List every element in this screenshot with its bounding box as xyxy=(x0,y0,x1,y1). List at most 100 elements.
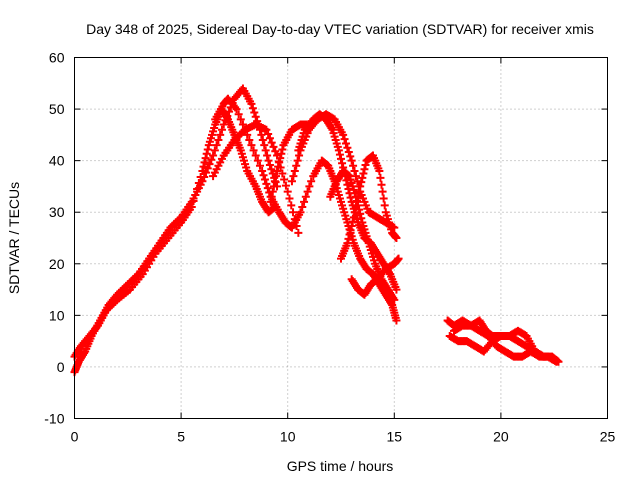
data-point xyxy=(241,125,250,134)
data-point xyxy=(285,194,294,203)
data-point xyxy=(392,285,401,294)
data-point xyxy=(356,182,365,191)
data-point xyxy=(358,173,367,182)
data-point xyxy=(289,208,298,217)
data-point xyxy=(243,130,252,139)
data-point xyxy=(346,152,355,161)
data-point xyxy=(307,177,316,186)
data-point xyxy=(210,146,219,155)
data-point xyxy=(260,175,269,184)
data-point xyxy=(250,108,259,117)
data-point xyxy=(198,166,207,175)
data-point xyxy=(346,226,355,235)
data-point xyxy=(200,158,209,167)
data-point xyxy=(377,180,386,189)
data-point xyxy=(251,112,260,121)
data-point xyxy=(335,150,344,159)
data-points xyxy=(70,84,563,377)
y-tick-label: 40 xyxy=(49,153,65,169)
data-point xyxy=(337,154,345,163)
x-tick-label: 25 xyxy=(600,429,616,445)
data-point xyxy=(379,194,388,203)
data-point xyxy=(271,172,280,181)
data-point xyxy=(275,158,284,167)
data-point xyxy=(349,161,358,170)
data-point xyxy=(257,130,266,139)
data-point xyxy=(265,134,274,143)
data-point xyxy=(268,187,277,196)
data-point xyxy=(283,187,292,196)
data-point xyxy=(269,142,278,151)
data-point xyxy=(340,135,349,144)
data-point xyxy=(269,182,278,191)
data-point xyxy=(255,161,264,170)
data-point xyxy=(273,166,282,175)
data-point xyxy=(251,151,260,160)
data-point xyxy=(355,187,364,196)
data-point xyxy=(258,136,267,145)
data-point xyxy=(292,161,301,170)
data-point xyxy=(552,357,561,366)
y-axis-label: SDTVAR / TECUs xyxy=(6,182,22,294)
data-point xyxy=(343,143,352,152)
data-point xyxy=(261,146,270,155)
data-point xyxy=(334,146,343,155)
x-tick-labels: 0 5 10 15 20 25 xyxy=(71,429,616,445)
data-point xyxy=(294,228,303,237)
data-point xyxy=(352,197,361,206)
data-point xyxy=(205,160,214,169)
data-point xyxy=(341,139,350,148)
data-point xyxy=(301,192,310,201)
data-point xyxy=(305,182,314,191)
data-point xyxy=(207,155,216,164)
data-point xyxy=(300,197,309,206)
data-point xyxy=(343,180,352,189)
data-point xyxy=(217,125,226,134)
data-point xyxy=(259,171,268,180)
data-point xyxy=(202,149,211,158)
data-point xyxy=(359,169,368,178)
data-point xyxy=(343,239,352,248)
data-point xyxy=(267,165,276,174)
data-point xyxy=(394,254,403,263)
data-point xyxy=(277,149,286,158)
data-point xyxy=(344,148,353,157)
data-point xyxy=(281,181,290,190)
data-point xyxy=(203,164,212,173)
data-point xyxy=(247,141,256,150)
data-point xyxy=(380,201,389,210)
data-point xyxy=(392,316,401,325)
data-point xyxy=(339,130,348,139)
y-tick-label: 30 xyxy=(49,204,65,220)
x-tick-label: 20 xyxy=(493,429,509,445)
data-point xyxy=(245,136,254,145)
y-tick-label: -10 xyxy=(44,411,64,427)
data-point xyxy=(234,110,243,119)
data-point xyxy=(344,234,353,243)
series-arc-4 xyxy=(211,94,316,232)
data-point xyxy=(199,162,208,171)
data-point xyxy=(236,115,245,124)
data-point xyxy=(238,120,247,129)
data-point xyxy=(189,197,198,206)
series-arc-2 xyxy=(70,105,279,361)
data-point xyxy=(287,177,296,186)
data-point xyxy=(351,203,360,212)
y-tick-label: 10 xyxy=(49,307,65,323)
data-point xyxy=(248,104,257,113)
data-point xyxy=(203,145,212,154)
data-point xyxy=(375,166,384,175)
series-arc-14 xyxy=(449,321,561,366)
data-point xyxy=(196,172,205,181)
data-point xyxy=(274,162,283,171)
data-point xyxy=(201,154,210,163)
data-point xyxy=(289,172,298,181)
x-tick-label: 10 xyxy=(280,429,296,445)
data-point xyxy=(349,213,358,222)
series-arc-11 xyxy=(347,254,403,299)
data-point xyxy=(265,160,274,169)
data-point xyxy=(262,125,271,134)
data-point xyxy=(247,99,256,108)
data-point xyxy=(376,173,385,182)
